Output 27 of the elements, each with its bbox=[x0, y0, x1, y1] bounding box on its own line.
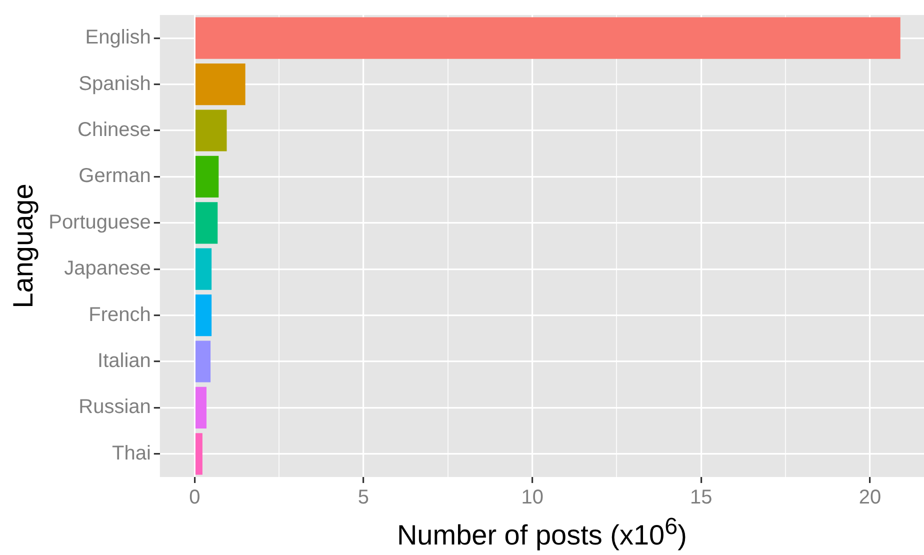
x-axis-title: Number of posts (x10$^{6}$) bbox=[396, 512, 687, 551]
y-tick-label: Portuguese bbox=[48, 211, 151, 234]
y-tick-label: Japanese bbox=[64, 258, 151, 280]
y-tick-label: Thai bbox=[112, 442, 151, 464]
bar bbox=[195, 248, 212, 290]
x-tick-label: 15 bbox=[690, 486, 712, 509]
x-tick-label: 5 bbox=[358, 486, 370, 509]
bar bbox=[195, 17, 900, 59]
y-tick-label: German bbox=[78, 165, 151, 188]
bar bbox=[195, 156, 219, 198]
y-tick-label: Russian bbox=[78, 396, 151, 418]
bar bbox=[195, 386, 206, 428]
y-tick-label: Chinese bbox=[78, 119, 151, 142]
x-tick-label: 20 bbox=[858, 486, 882, 509]
bar bbox=[195, 433, 202, 475]
bar bbox=[195, 294, 212, 336]
y-tick-label: French bbox=[88, 304, 151, 326]
bar bbox=[195, 340, 211, 382]
bar bbox=[195, 110, 227, 152]
y-tick-label: Spanish bbox=[78, 72, 151, 95]
y-tick-label: Italian bbox=[98, 350, 151, 372]
y-tick-label: English bbox=[85, 26, 151, 49]
x-tick-label: 10 bbox=[521, 486, 544, 509]
bar bbox=[195, 64, 246, 106]
x-tick-label: 0 bbox=[189, 486, 200, 509]
y-axis-title: Language bbox=[8, 184, 39, 308]
bar bbox=[195, 202, 218, 244]
